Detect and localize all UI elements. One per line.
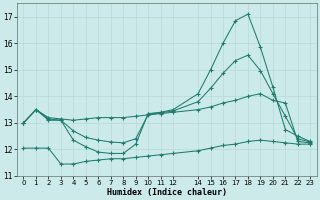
X-axis label: Humidex (Indice chaleur): Humidex (Indice chaleur) xyxy=(107,188,227,197)
